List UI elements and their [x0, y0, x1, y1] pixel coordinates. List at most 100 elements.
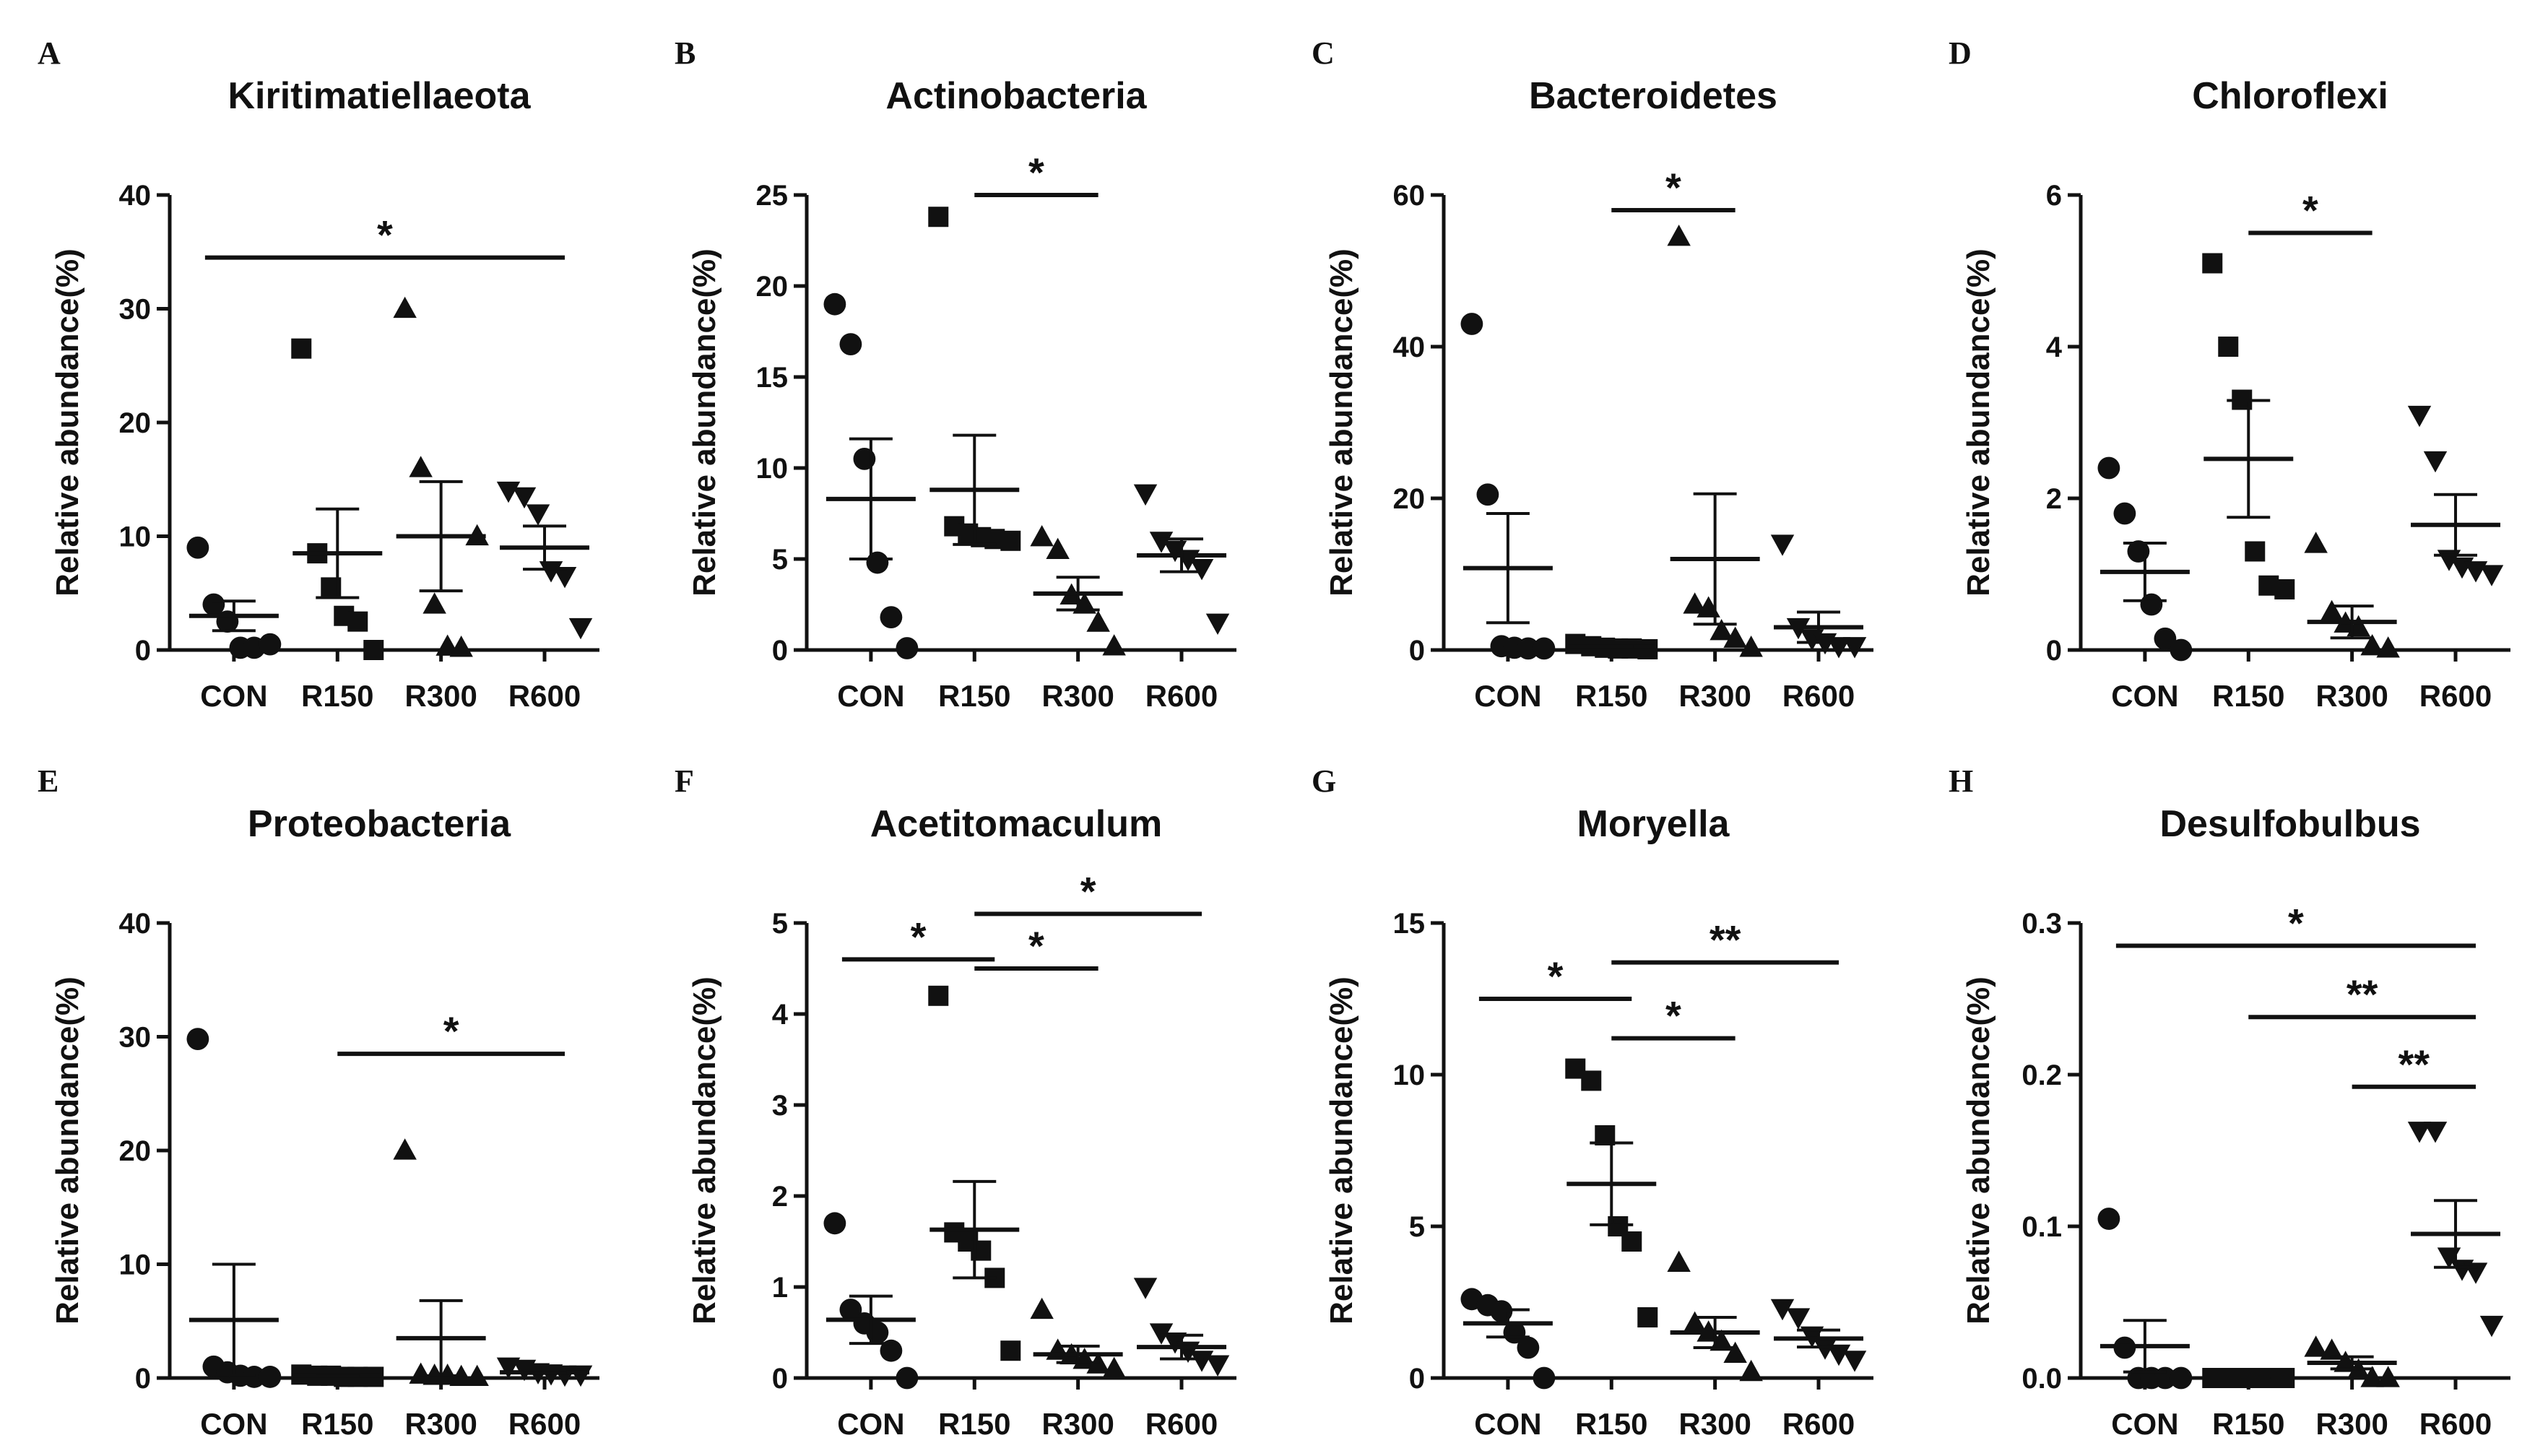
y-axis-label: Relative abundance(%) [687, 976, 722, 1325]
panel-d: D Chloroflexi Relative abundance(%) 0 2 4 6 CON… [1949, 35, 2510, 713]
x-tick-label: R300 [2315, 679, 2388, 713]
x-tick-label: R600 [2419, 1407, 2492, 1441]
y-tick-label: 0 [2046, 635, 2062, 667]
panel-letter: G [1312, 763, 1336, 799]
circle-marker [896, 1366, 919, 1390]
y-tick-label: 15 [756, 362, 789, 394]
x-tick-label: CON [2111, 679, 2178, 713]
y-tick-label: 0.0 [2022, 1363, 2062, 1395]
x-tick-label: R300 [1041, 679, 1114, 713]
panel-letter: B [675, 35, 696, 71]
y-tick-label: 6 [2046, 180, 2062, 212]
y-tick-label: 10 [1393, 1060, 1426, 1091]
triangle-down-marker [1133, 1278, 1158, 1299]
triangle-down-marker [526, 504, 550, 526]
panel-a: A Kiritimatiellaeota Relative abundance(%)… [38, 35, 599, 713]
x-tick-label: R600 [508, 1407, 581, 1441]
y-tick-label: 4 [2046, 332, 2063, 363]
triangle-up-marker [465, 1364, 489, 1387]
triangle-up-marker [393, 1138, 417, 1160]
significance-label: * [443, 1008, 459, 1054]
x-tick-label: R600 [2419, 679, 2492, 713]
triangle-up-marker [449, 636, 473, 657]
y-tick-label: 3 [772, 1090, 788, 1122]
x-tick-label: R150 [1575, 679, 1647, 713]
significance-label: * [911, 914, 927, 959]
triangle-down-marker [1149, 532, 1174, 553]
square-marker [1637, 1307, 1658, 1327]
panel-c: C Bacteroidetes Relative abundance(%) 0 20 40… [1312, 35, 1873, 713]
y-tick-label: 0 [135, 635, 151, 667]
square-marker [1621, 1231, 1642, 1252]
x-tick-label: R150 [938, 1407, 1010, 1441]
triangle-up-marker [1739, 636, 1763, 657]
x-tick-label: R600 [1782, 1407, 1855, 1441]
y-tick-label: 0 [772, 1363, 788, 1395]
axes [168, 195, 599, 652]
triangle-up-marker [1667, 224, 1691, 246]
significance-label: ** [2398, 1041, 2430, 1087]
y-tick-label: 4 [772, 999, 789, 1031]
y-tick-label: 2 [2046, 483, 2062, 515]
axes [805, 195, 1236, 652]
y-tick-label: 30 [119, 1022, 152, 1054]
circle-marker [2113, 502, 2136, 525]
panel-letter: D [1949, 35, 1972, 71]
panel-e: E Proteobacteria Relative abundance(%) 0 10 2… [38, 763, 599, 1441]
circle-marker [880, 1339, 903, 1362]
x-tick-label: R300 [404, 1407, 477, 1441]
square-marker [291, 338, 312, 359]
circle-marker [823, 292, 846, 316]
x-tick-label: CON [200, 679, 267, 713]
circle-marker [2170, 638, 2193, 662]
square-marker [928, 207, 949, 228]
y-tick-label: 40 [1393, 332, 1426, 363]
triangle-down-marker [568, 1365, 593, 1387]
triangle-up-marker [2360, 1366, 2384, 1387]
y-tick-label: 0.3 [2022, 908, 2062, 940]
square-marker [2245, 541, 2266, 562]
y-tick-label: 15 [1393, 908, 1426, 940]
triangle-up-marker [393, 296, 417, 318]
circle-marker [1517, 1336, 1540, 1359]
triangle-up-marker [1086, 610, 1110, 632]
x-tick-label: R300 [1041, 1407, 1114, 1441]
triangle-up-marker [1739, 1359, 1763, 1382]
circle-marker [2154, 627, 2177, 650]
square-marker [2274, 579, 2295, 599]
x-tick-label: R150 [301, 679, 373, 713]
y-tick-label: 20 [119, 407, 152, 439]
square-marker [1000, 530, 1021, 551]
triangle-up-marker [2320, 1338, 2344, 1360]
circle-marker [823, 1212, 846, 1235]
panel-letter: E [38, 763, 58, 799]
triangle-down-marker [1842, 1351, 1867, 1372]
square-marker [928, 985, 949, 1006]
triangle-down-marker [1205, 613, 1230, 635]
y-axis-label: Relative abundance(%) [1961, 248, 1996, 597]
circle-marker [1460, 313, 1483, 335]
triangle-up-marker [409, 456, 433, 477]
y-axis-label: Relative abundance(%) [50, 976, 85, 1325]
y-tick-label: 20 [1393, 483, 1426, 515]
triangle-up-marker [2376, 636, 2400, 658]
significance-label: * [377, 212, 393, 258]
y-tick-label: 0 [772, 635, 788, 667]
y-tick-label: 40 [119, 180, 152, 212]
x-tick-label: R600 [1145, 679, 1218, 713]
significance-label: * [2302, 188, 2318, 233]
x-tick-label: R600 [1145, 1407, 1218, 1441]
square-marker [347, 611, 368, 632]
triangle-up-marker [1710, 618, 1733, 641]
square-marker [1637, 638, 1658, 659]
x-tick-label: R600 [1782, 679, 1855, 713]
circle-marker [839, 1299, 862, 1321]
panel-f: F Acetitomaculum Relative abundance(%) 0 1 2 3… [675, 763, 1236, 1441]
x-tick-label: R150 [938, 679, 1010, 713]
triangle-up-marker [1683, 592, 1707, 614]
significance-label: * [1028, 923, 1044, 968]
significance-label: * [1028, 150, 1044, 195]
y-tick-label: 25 [756, 180, 789, 212]
triangle-down-marker [2407, 405, 2432, 428]
triangle-up-marker [1030, 1297, 1054, 1320]
